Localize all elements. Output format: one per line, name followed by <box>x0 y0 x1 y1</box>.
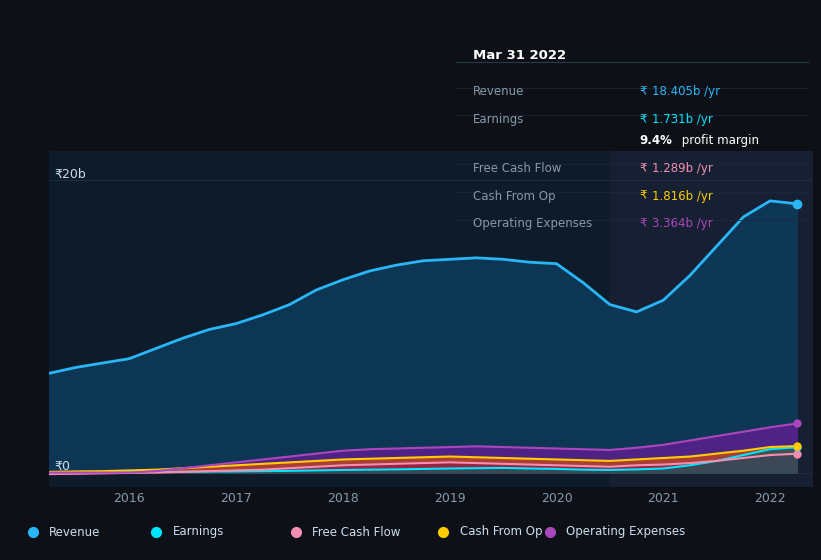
Text: Revenue: Revenue <box>49 525 101 539</box>
Text: 1.816b /yr: 1.816b /yr <box>652 190 713 203</box>
Text: 18.405b /yr: 18.405b /yr <box>652 86 720 99</box>
Text: ₹20b: ₹20b <box>55 167 86 180</box>
Text: ₹0: ₹0 <box>55 460 71 473</box>
Text: ₹: ₹ <box>640 217 647 230</box>
Text: ₹: ₹ <box>640 86 647 99</box>
Text: ₹: ₹ <box>640 113 647 126</box>
Text: Free Cash Flow: Free Cash Flow <box>312 525 401 539</box>
Text: ₹: ₹ <box>640 162 647 175</box>
Text: 1.731b /yr: 1.731b /yr <box>652 113 713 126</box>
Bar <box>610 151 813 487</box>
Text: Operating Expenses: Operating Expenses <box>566 525 686 539</box>
Text: profit margin: profit margin <box>678 134 759 147</box>
Text: Mar 31 2022: Mar 31 2022 <box>474 49 566 62</box>
Text: Earnings: Earnings <box>474 113 525 126</box>
Text: 1.289b /yr: 1.289b /yr <box>652 162 713 175</box>
Text: Free Cash Flow: Free Cash Flow <box>474 162 562 175</box>
Text: Revenue: Revenue <box>474 86 525 99</box>
Text: Cash From Op: Cash From Op <box>474 190 556 203</box>
Text: ₹: ₹ <box>640 190 647 203</box>
Text: 3.364b /yr: 3.364b /yr <box>652 217 713 230</box>
Text: 9.4%: 9.4% <box>640 134 672 147</box>
Text: Earnings: Earnings <box>172 525 224 539</box>
Text: Cash From Op: Cash From Op <box>460 525 542 539</box>
Text: Operating Expenses: Operating Expenses <box>474 217 593 230</box>
